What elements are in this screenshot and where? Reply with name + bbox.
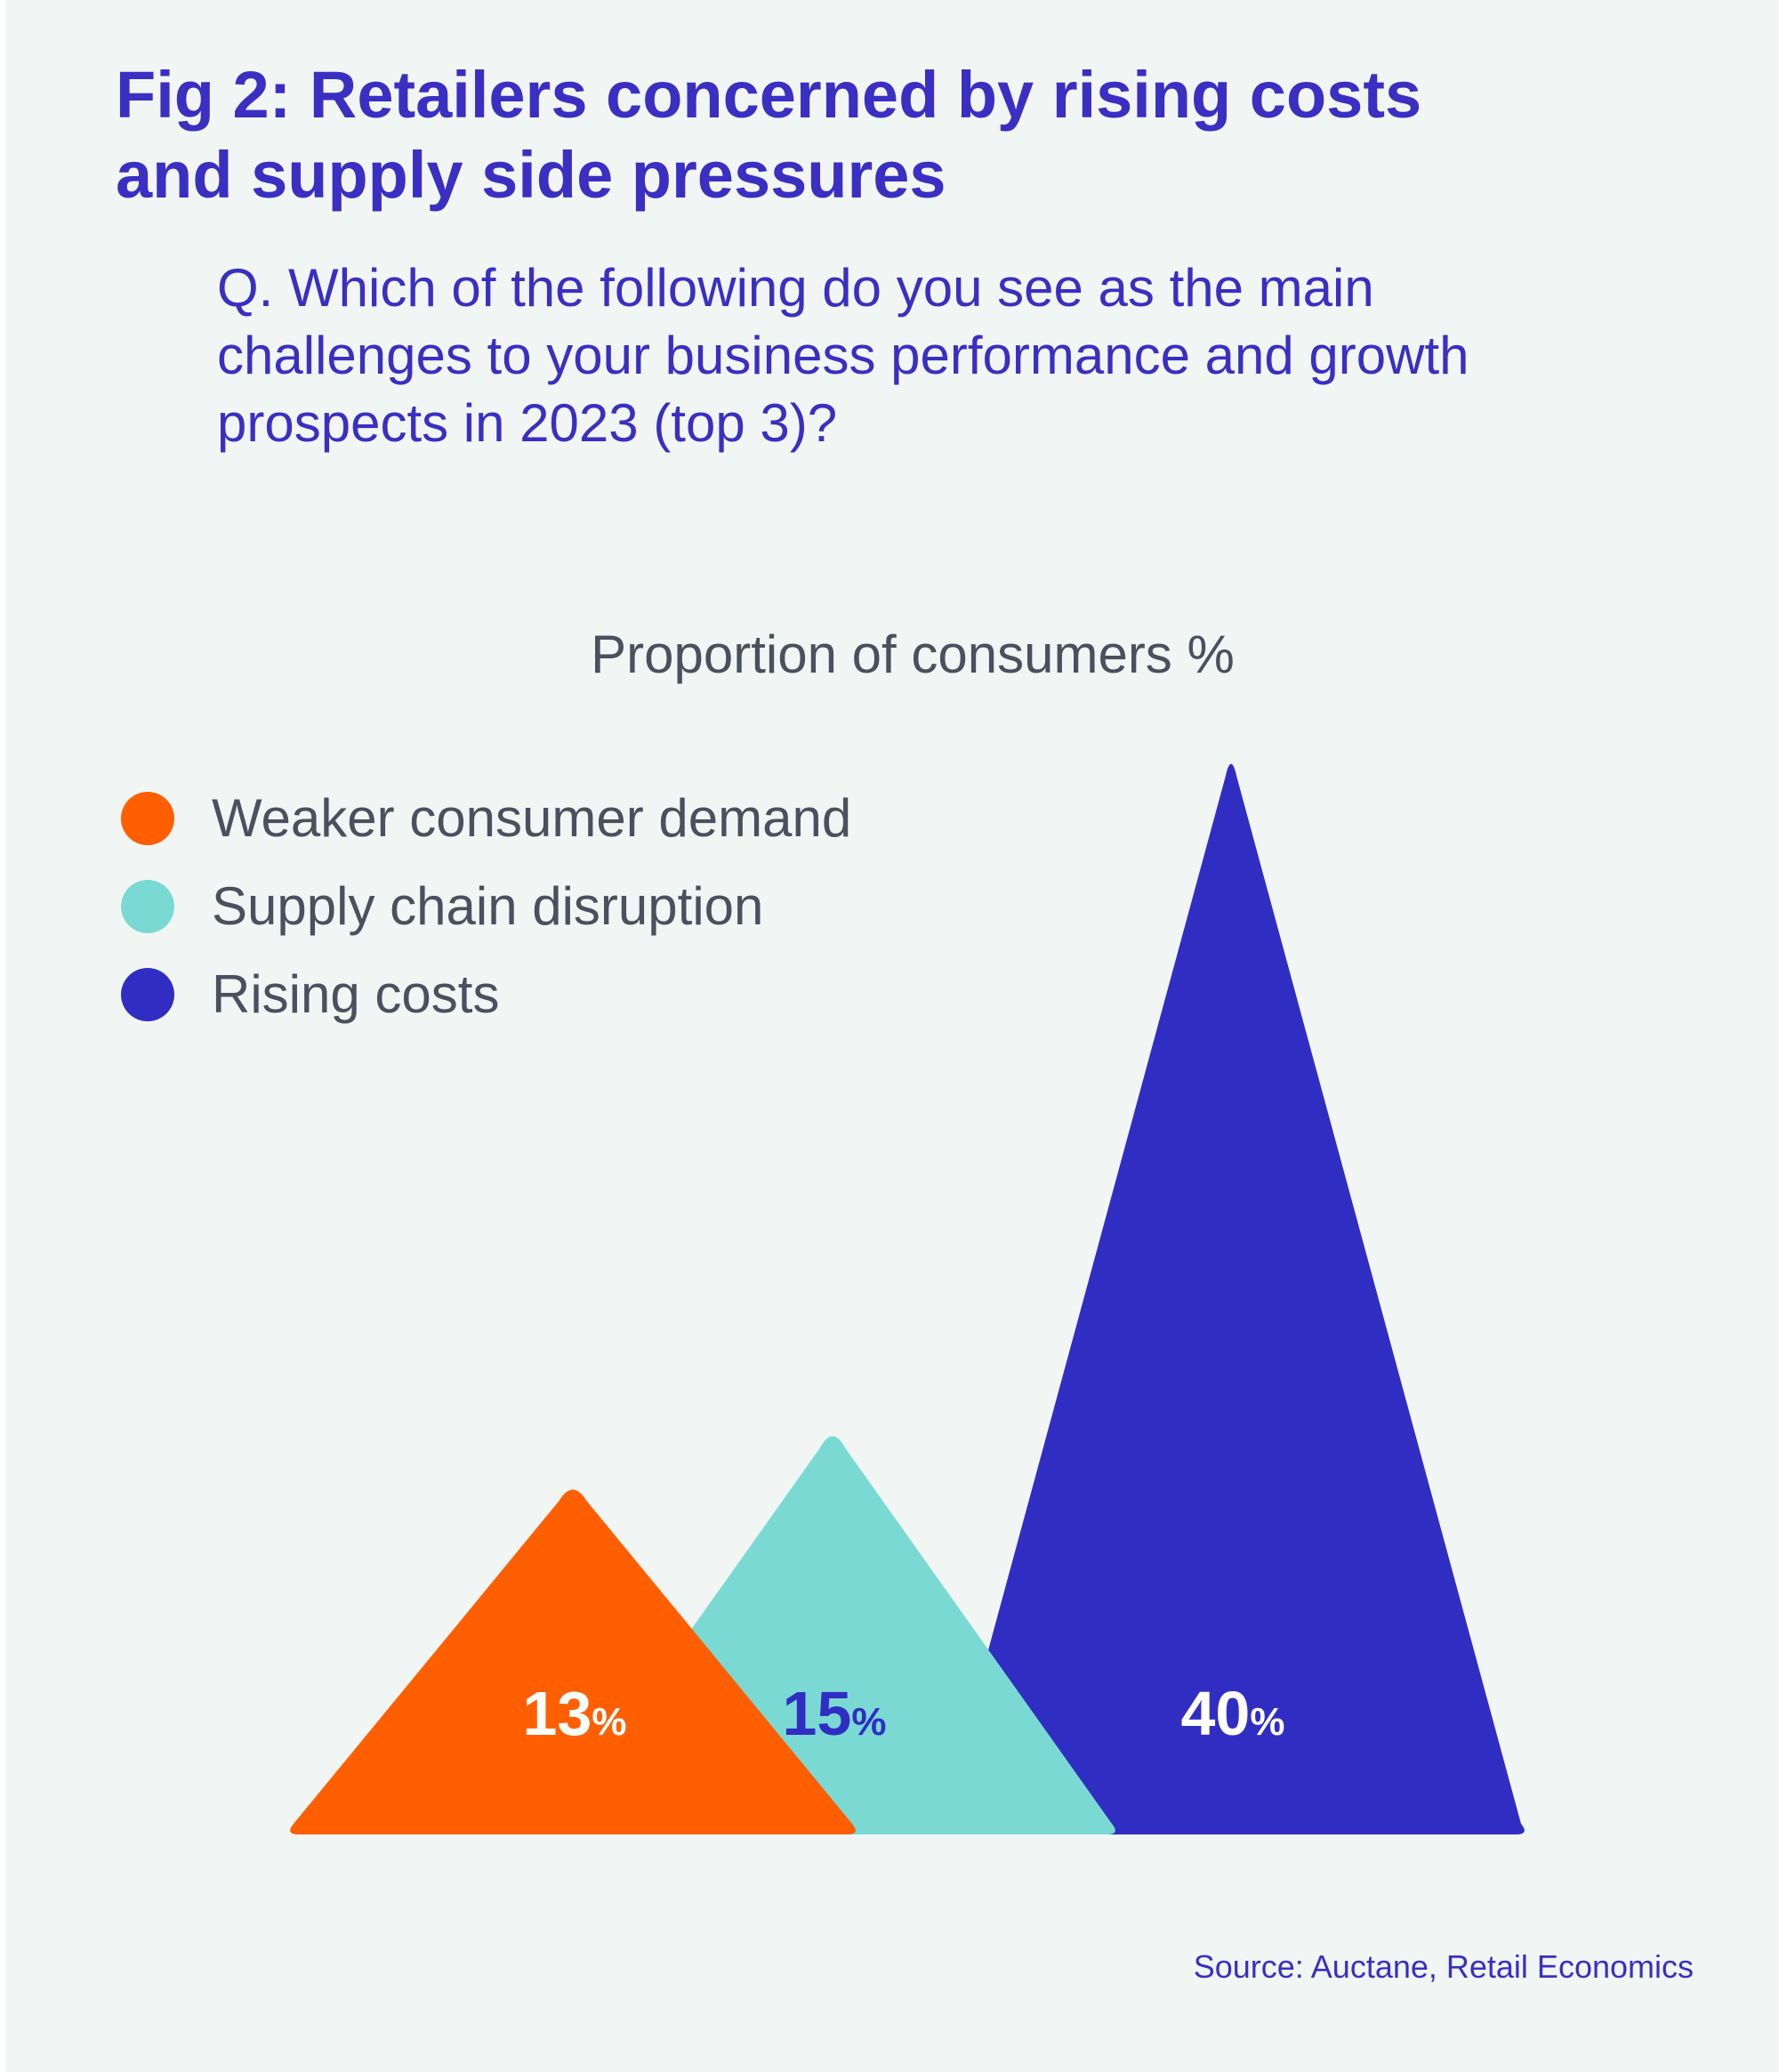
legend-item-rising-costs: Rising costs (121, 950, 851, 1038)
legend-dot-icon (121, 967, 174, 1021)
legend-item-weaker-consumer-demand: Weaker consumer demand (121, 774, 851, 862)
survey-question: Q. Which of the following do you see as … (217, 258, 1469, 453)
chart-data-labels: 13% 15% 40% (523, 1679, 1285, 1748)
legend-item-supply-chain-disruption: Supply chain disruption (121, 862, 851, 950)
source-note: Source: Auctane, Retail Economics (1193, 1948, 1694, 1985)
legend-label: Rising costs (212, 964, 500, 1024)
chart-marks (290, 763, 1525, 1834)
legend-dot-icon (121, 879, 174, 933)
data-label-rising-costs: 40% (1181, 1679, 1285, 1748)
figure-title: Fig 2: Retailers concerned by rising cos… (116, 58, 1422, 212)
legend-dot-icon (121, 791, 174, 845)
legend-label: Weaker consumer demand (212, 788, 852, 848)
triangle-weaker-consumer-demand (290, 1489, 856, 1834)
triangle-rising-costs (938, 763, 1525, 1834)
data-label-supply-chain-disruption: 15% (783, 1679, 887, 1748)
legend-label: Supply chain disruption (212, 876, 764, 936)
data-label-weaker-consumer-demand: 13% (523, 1679, 627, 1748)
chart-title: Proportion of consumers % (591, 625, 1235, 684)
chart-legend: Weaker consumer demand Supply chain disr… (121, 774, 851, 1038)
